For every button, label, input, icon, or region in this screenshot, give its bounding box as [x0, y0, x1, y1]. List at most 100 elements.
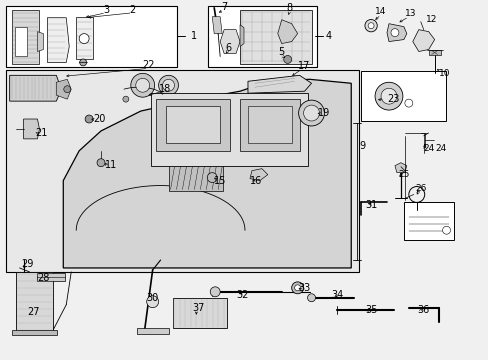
Polygon shape [240, 25, 244, 46]
Text: 31: 31 [364, 201, 376, 210]
Bar [6, 70, 359, 272]
Polygon shape [412, 30, 434, 51]
Circle shape [63, 86, 71, 93]
Text: 16: 16 [249, 176, 262, 185]
Circle shape [307, 294, 315, 302]
Text: 15: 15 [214, 176, 226, 185]
Circle shape [390, 29, 398, 37]
Circle shape [283, 55, 291, 63]
Circle shape [158, 75, 178, 95]
Circle shape [404, 99, 412, 107]
Polygon shape [76, 17, 93, 59]
Text: 32: 32 [235, 290, 248, 300]
Bar [428, 50, 440, 55]
Bar [38, 273, 65, 281]
Polygon shape [56, 79, 71, 99]
Text: 3: 3 [102, 5, 109, 15]
Text: 18: 18 [159, 84, 171, 94]
Polygon shape [23, 119, 40, 139]
Text: 2: 2 [129, 5, 136, 15]
Polygon shape [63, 79, 350, 268]
Text: 13: 13 [404, 9, 416, 18]
Text: 27: 27 [27, 307, 40, 317]
Bar [137, 328, 168, 334]
Polygon shape [247, 75, 311, 93]
Circle shape [380, 88, 396, 104]
Bar [15, 27, 26, 57]
Circle shape [298, 100, 324, 126]
Text: 29: 29 [21, 259, 34, 269]
Circle shape [210, 287, 220, 297]
Text: 10: 10 [438, 69, 449, 78]
Text: 22: 22 [142, 60, 155, 71]
Bar [172, 298, 226, 328]
Circle shape [80, 59, 86, 66]
Circle shape [303, 105, 319, 121]
Text: 37: 37 [192, 303, 204, 313]
Circle shape [442, 226, 449, 234]
Bar [361, 71, 445, 121]
Circle shape [162, 79, 174, 91]
Polygon shape [240, 99, 299, 151]
Bar [208, 6, 317, 67]
Circle shape [364, 19, 376, 32]
Circle shape [97, 159, 105, 167]
Polygon shape [220, 30, 240, 54]
Bar [12, 329, 57, 336]
Circle shape [122, 96, 128, 102]
Bar [6, 6, 177, 67]
Polygon shape [47, 18, 69, 62]
Text: 17: 17 [298, 62, 310, 71]
Bar [403, 202, 452, 240]
Text: 8: 8 [286, 3, 292, 13]
Polygon shape [247, 106, 291, 143]
Polygon shape [212, 17, 222, 33]
Polygon shape [240, 10, 311, 64]
Polygon shape [10, 75, 61, 101]
Circle shape [146, 296, 158, 308]
Text: 30: 30 [146, 293, 159, 303]
Text: 19: 19 [318, 108, 330, 118]
Text: 21: 21 [35, 128, 47, 138]
Text: 36: 36 [417, 305, 429, 315]
Text: 24: 24 [435, 144, 446, 153]
Circle shape [294, 285, 300, 291]
Polygon shape [165, 106, 220, 143]
Polygon shape [386, 24, 406, 41]
Text: 14: 14 [375, 7, 386, 16]
Text: 4: 4 [325, 31, 331, 41]
Polygon shape [155, 99, 230, 151]
Circle shape [136, 78, 149, 92]
Text: 25: 25 [397, 170, 409, 179]
Text: 11: 11 [104, 160, 117, 170]
Circle shape [131, 73, 154, 97]
Polygon shape [38, 32, 43, 51]
Text: 26: 26 [414, 184, 426, 193]
Text: 34: 34 [330, 290, 343, 300]
Text: 33: 33 [298, 283, 310, 293]
Text: 9: 9 [359, 141, 365, 151]
Text: 28: 28 [37, 273, 49, 283]
Circle shape [79, 33, 89, 44]
Polygon shape [249, 168, 267, 181]
Circle shape [374, 82, 402, 110]
Text: 24: 24 [422, 144, 433, 153]
Circle shape [85, 115, 93, 123]
Polygon shape [277, 20, 297, 44]
Circle shape [291, 282, 303, 294]
Polygon shape [394, 163, 406, 173]
Text: 35: 35 [364, 305, 377, 315]
Text: 20: 20 [93, 114, 105, 124]
Circle shape [367, 23, 373, 29]
Text: 1: 1 [191, 31, 197, 41]
Text: 23: 23 [386, 94, 399, 104]
Text: 6: 6 [224, 42, 231, 53]
Text: 7: 7 [221, 2, 227, 12]
Bar [16, 272, 53, 332]
Text: 5: 5 [278, 48, 285, 58]
Polygon shape [12, 10, 40, 64]
Text: 12: 12 [425, 15, 436, 24]
Polygon shape [150, 93, 307, 166]
Circle shape [207, 173, 217, 183]
Bar [168, 166, 223, 190]
